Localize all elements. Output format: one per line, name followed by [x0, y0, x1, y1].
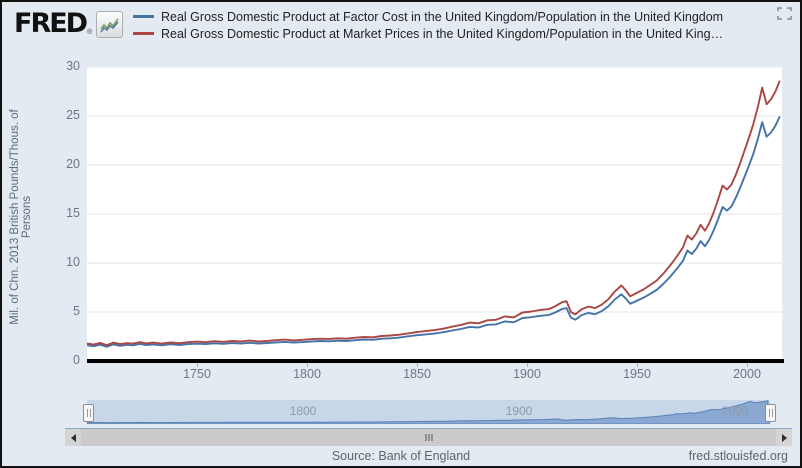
- source-note: Source: Bank of England: [331, 449, 471, 463]
- range-selector-track[interactable]: 1800 1900 2000: [87, 400, 770, 424]
- x-tick-mark: [197, 363, 198, 367]
- y-tick-label: 30: [66, 59, 80, 73]
- legend-item-market-prices[interactable]: Real Gross Domestic Product at Market Pr…: [133, 25, 723, 42]
- x-tick-mark: [527, 363, 528, 367]
- fred-logo[interactable]: FRED ®: [14, 8, 124, 39]
- series-line-market-prices-per-capita: [87, 80, 781, 347]
- legend: Real Gross Domestic Product at Factor Co…: [133, 8, 723, 42]
- x-tick-mark: [747, 363, 748, 367]
- x-axis-tick-labels: 1750 1800 1850 1900 1950 2000: [87, 363, 782, 383]
- fred-sparkline-icon: [96, 11, 124, 38]
- range-scrollbar[interactable]: [65, 428, 792, 446]
- plot-area[interactable]: [87, 67, 782, 361]
- scrollbar-thumb[interactable]: [81, 429, 776, 446]
- scroll-left-arrow-icon[interactable]: [65, 429, 81, 446]
- y-tick-label: 10: [66, 255, 80, 269]
- expand-icon[interactable]: [777, 7, 793, 21]
- legend-item-factor-cost[interactable]: Real Gross Domestic Product at Factor Co…: [133, 8, 723, 25]
- fred-wordmark: FRED: [14, 8, 88, 39]
- x-tick-mark: [637, 363, 638, 367]
- y-tick-label: 0: [73, 353, 80, 367]
- y-tick-label: 20: [66, 157, 80, 171]
- x-tick-label: 1850: [403, 367, 431, 381]
- range-handle-left[interactable]: [83, 404, 94, 422]
- series-line-factor-cost-per-capita: [87, 115, 781, 348]
- site-url: fred.stlouisfed.org: [688, 449, 788, 463]
- x-tick-mark: [417, 363, 418, 367]
- line-chart: [87, 67, 782, 348]
- scroll-right-arrow-icon[interactable]: [776, 429, 792, 446]
- x-tick-label: 1750: [183, 367, 211, 381]
- x-tick-label: 1900: [513, 367, 541, 381]
- x-tick-mark: [307, 363, 308, 367]
- x-tick-label: 2000: [733, 367, 761, 381]
- legend-swatch-blue: [133, 15, 154, 18]
- x-tick-label: 1950: [623, 367, 651, 381]
- y-tick-label: 25: [66, 108, 80, 122]
- registered-mark: ®: [87, 29, 93, 36]
- legend-label-market-prices: Real Gross Domestic Product at Market Pr…: [161, 26, 724, 41]
- scrollbar-grip-icon: [425, 434, 432, 441]
- x-tick-label: 1800: [293, 367, 321, 381]
- x-axis-baseline: [87, 359, 784, 363]
- legend-label-factor-cost: Real Gross Domestic Product at Factor Co…: [161, 9, 724, 24]
- range-handle-right[interactable]: [765, 404, 776, 422]
- range-selector-area: [87, 400, 770, 424]
- y-tick-label: 15: [66, 206, 80, 220]
- range-selector-mini-chart: [87, 400, 770, 424]
- y-axis-tick-labels: 0 5 10 15 20 25 30: [2, 59, 80, 367]
- y-tick-label: 5: [73, 304, 80, 318]
- legend-swatch-red: [133, 32, 154, 35]
